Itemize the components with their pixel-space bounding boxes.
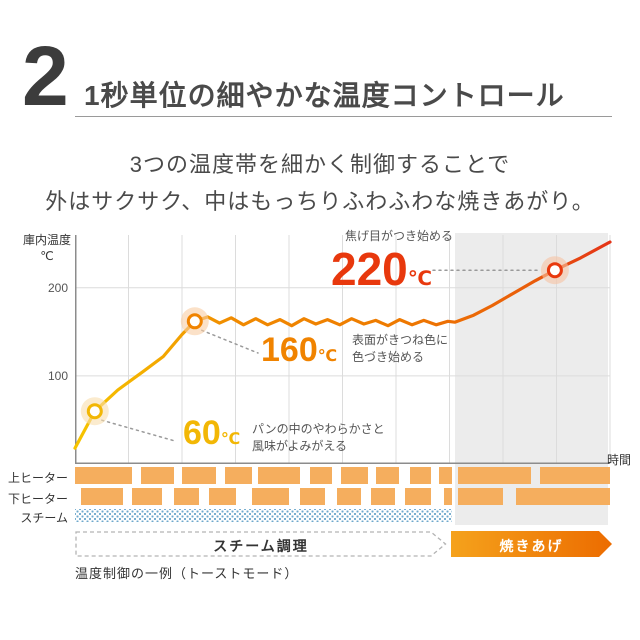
- heater-on-segment: [340, 467, 369, 484]
- temp-callout-60: 60℃: [183, 416, 240, 450]
- heater-on-segment: [458, 488, 503, 505]
- chart-caption: 温度制御の一例（トーストモード）: [75, 566, 299, 581]
- x-axis-title: 時間: [607, 453, 632, 467]
- heater-on-segment: [539, 467, 610, 484]
- temp-value-220: 220: [331, 243, 408, 295]
- heater-on-segment: [224, 467, 253, 484]
- upper-heater-label: 上ヒーター: [7, 471, 68, 485]
- lower-heater-label: 下ヒーター: [7, 492, 68, 506]
- temp-note-160: 表面がきつね色に 色づき始める: [352, 332, 448, 366]
- heater-on-segment: [75, 467, 133, 484]
- heater-on-segment: [458, 467, 531, 484]
- steam-row: スチーム: [0, 509, 640, 525]
- temp-callout-220: 220℃: [331, 246, 432, 292]
- heater-on-segment: [444, 488, 453, 505]
- upper-heater-row: 上ヒーター: [0, 467, 640, 485]
- temp-unit-60: ℃: [220, 431, 241, 448]
- y-tick-200: 200: [47, 281, 68, 295]
- heater-on-segment: [252, 488, 289, 505]
- temp-unit-220: ℃: [407, 268, 432, 290]
- steam-label: スチーム: [20, 511, 68, 525]
- heater-on-segment: [337, 488, 362, 505]
- steam-phase-arrow: スチーム調理: [75, 531, 447, 557]
- heater-on-segment: [300, 488, 326, 505]
- steam-active-segment: [75, 509, 453, 522]
- section-title: 1秒単位の細やかな温度コントロール: [84, 80, 565, 111]
- lower-heater-row: 下ヒーター: [0, 488, 640, 506]
- subtitle: 3つの温度帯を細かく制御することで 外はサクサク、中はもっちりふわふわな焼きあが…: [0, 146, 640, 220]
- heater-on-segment: [140, 467, 174, 484]
- temp-note-220-line-1: 焦げ目がつき始める: [345, 229, 454, 243]
- temp-callout-160: 160℃: [261, 333, 337, 367]
- bake-phase-label: 焼きあげ: [499, 538, 564, 554]
- heater-on-segment: [438, 467, 453, 484]
- heater-on-segment: [370, 488, 395, 505]
- temp-unit-160: ℃: [317, 348, 338, 365]
- temp-note-60: パンの中のやわらかさと 風味がよみがえる: [252, 421, 385, 455]
- subtitle-line-1: 3つの温度帯を細かく制御することで: [129, 152, 511, 177]
- heater-on-segment: [257, 467, 301, 484]
- heater-on-segment: [409, 467, 432, 484]
- title-underline: [75, 116, 612, 117]
- heater-on-segment: [81, 488, 124, 505]
- temp-value-60: 60: [183, 414, 221, 452]
- heater-on-segment: [208, 488, 236, 505]
- y-axis-title: 庫内温度 ℃: [20, 232, 74, 264]
- steam-track: [75, 509, 610, 522]
- steam-phase-arrow-outline: [75, 531, 447, 557]
- y-tick-100: 100: [47, 369, 68, 383]
- lower-heater-track: [75, 488, 610, 505]
- heater-on-segment: [309, 467, 332, 484]
- temp-note-160-line-2: 色づき始める: [352, 350, 425, 364]
- temp-note-60-line-1: パンの中のやわらかさと: [252, 422, 385, 436]
- heater-on-segment: [173, 488, 200, 505]
- subtitle-line-2: 外はサクサク、中はもっちりふわふわな焼きあがり。: [45, 189, 595, 214]
- temp-note-60-line-2: 風味がよみがえる: [252, 439, 348, 453]
- heater-on-segment: [405, 488, 432, 505]
- upper-heater-track: [75, 467, 610, 484]
- temperature-chart-canvas: [73, 235, 612, 464]
- bake-phase-arrow: 焼きあげ: [451, 531, 612, 557]
- heater-on-segment: [376, 467, 400, 484]
- temp-note-220: 焦げ目がつき始める: [345, 228, 453, 245]
- y-axis-title-line-1: 庫内温度: [22, 233, 71, 247]
- temp-note-160-line-1: 表面がきつね色に: [352, 333, 449, 347]
- steam-phase-label: スチーム調理: [213, 538, 309, 554]
- heater-on-segment: [516, 488, 610, 505]
- heater-on-segment: [182, 467, 217, 484]
- heater-on-segment: [132, 488, 162, 505]
- y-axis-title-line-2: ℃: [40, 249, 54, 263]
- temp-value-160: 160: [261, 331, 318, 369]
- section-number: 2: [22, 29, 69, 123]
